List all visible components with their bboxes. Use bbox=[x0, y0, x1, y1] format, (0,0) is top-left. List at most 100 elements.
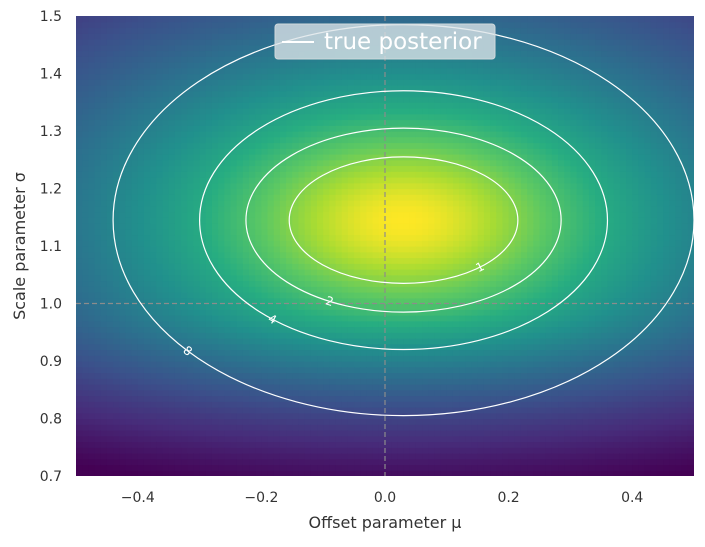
heatmap-cell bbox=[310, 96, 318, 103]
heatmap-cell bbox=[187, 251, 195, 259]
heatmap-cell bbox=[125, 453, 133, 460]
heatmap-cell bbox=[150, 131, 157, 138]
heatmap-cell bbox=[372, 73, 380, 80]
heatmap-cell bbox=[335, 228, 343, 236]
heatmap-cell bbox=[403, 194, 411, 201]
heatmap-cell bbox=[267, 326, 275, 333]
heatmap-cell bbox=[440, 309, 448, 316]
heatmap-cell bbox=[366, 401, 374, 408]
heatmap-cell bbox=[329, 430, 337, 437]
heatmap-cell bbox=[113, 67, 120, 75]
heatmap-cell bbox=[224, 292, 232, 299]
heatmap-cell bbox=[452, 447, 460, 454]
heatmap-cell bbox=[446, 16, 454, 23]
heatmap-cell bbox=[193, 240, 201, 247]
heatmap-cell bbox=[193, 361, 201, 368]
heatmap-cell bbox=[403, 240, 411, 247]
heatmap-cell bbox=[261, 280, 269, 287]
heatmap-cell bbox=[187, 67, 195, 75]
heatmap-cell bbox=[94, 292, 102, 299]
heatmap-cell bbox=[279, 343, 287, 351]
heatmap-cell bbox=[218, 228, 225, 236]
heatmap-cell bbox=[162, 292, 170, 299]
heatmap-cell bbox=[317, 240, 324, 247]
heatmap-cell bbox=[391, 361, 398, 368]
heatmap-cell bbox=[187, 73, 195, 80]
heatmap-cell bbox=[422, 263, 429, 270]
heatmap-cell bbox=[298, 67, 306, 75]
heatmap-cell bbox=[267, 131, 275, 138]
heatmap-cell bbox=[452, 320, 460, 328]
heatmap-cell bbox=[329, 113, 337, 121]
heatmap-cell bbox=[366, 159, 374, 167]
heatmap-cell bbox=[366, 16, 374, 23]
heatmap-cell bbox=[150, 274, 157, 282]
heatmap-cell bbox=[94, 96, 102, 103]
heatmap-cell bbox=[304, 159, 312, 167]
heatmap-cell bbox=[261, 85, 269, 92]
heatmap-cell bbox=[156, 234, 164, 241]
heatmap-cell bbox=[434, 205, 442, 213]
heatmap-cell bbox=[106, 44, 114, 52]
heatmap-cell bbox=[100, 90, 108, 98]
heatmap-cell bbox=[397, 315, 405, 322]
heatmap-cell bbox=[156, 142, 164, 149]
heatmap-cell bbox=[446, 96, 454, 103]
heatmap-cell bbox=[366, 384, 374, 391]
heatmap-cell bbox=[174, 234, 182, 241]
heatmap-cell bbox=[323, 384, 330, 391]
heatmap-cell bbox=[267, 125, 275, 132]
heatmap-cell bbox=[230, 56, 238, 63]
heatmap-cell bbox=[199, 332, 207, 339]
heatmap-cell bbox=[267, 395, 275, 402]
heatmap-cell bbox=[82, 355, 89, 362]
heatmap-cell bbox=[360, 223, 368, 230]
heatmap-cell bbox=[106, 142, 114, 149]
heatmap-cell bbox=[341, 464, 349, 471]
heatmap-cell bbox=[286, 274, 293, 282]
heatmap-cell bbox=[187, 274, 195, 282]
heatmap-cell bbox=[273, 200, 281, 207]
heatmap-cell bbox=[267, 292, 275, 299]
heatmap-cell bbox=[279, 205, 287, 213]
heatmap-cell bbox=[119, 326, 127, 333]
heatmap-cell bbox=[298, 217, 306, 224]
heatmap-cell bbox=[440, 90, 448, 98]
heatmap-cell bbox=[162, 90, 170, 98]
heatmap-cell bbox=[366, 62, 374, 69]
heatmap-cell bbox=[434, 447, 442, 454]
heatmap-cell bbox=[82, 223, 89, 230]
heatmap-cell bbox=[113, 355, 120, 362]
heatmap-cell bbox=[125, 297, 133, 305]
heatmap-cell bbox=[199, 113, 207, 121]
heatmap-cell bbox=[218, 148, 225, 155]
heatmap-cell bbox=[459, 297, 466, 305]
heatmap-cell bbox=[82, 50, 89, 57]
heatmap-cell bbox=[428, 263, 436, 270]
heatmap-cell bbox=[181, 96, 188, 103]
heatmap-cell bbox=[143, 338, 151, 345]
heatmap-cell bbox=[131, 102, 139, 109]
heatmap-cell bbox=[106, 85, 114, 92]
heatmap-cell bbox=[415, 90, 423, 98]
heatmap-cell bbox=[329, 240, 337, 247]
heatmap-cell bbox=[310, 257, 318, 264]
heatmap-cell bbox=[94, 142, 102, 149]
heatmap-cell bbox=[409, 228, 417, 236]
heatmap-cell bbox=[310, 90, 318, 98]
heatmap-cell bbox=[168, 441, 176, 448]
heatmap-cell bbox=[249, 194, 256, 201]
heatmap-cell bbox=[236, 395, 244, 402]
heatmap-cell bbox=[428, 96, 436, 103]
heatmap-cell bbox=[279, 269, 287, 276]
heatmap-cell bbox=[440, 154, 448, 161]
heatmap-cell bbox=[88, 62, 96, 69]
heatmap-cell bbox=[428, 228, 436, 236]
heatmap-cell bbox=[422, 223, 429, 230]
heatmap-cell bbox=[286, 292, 293, 299]
heatmap-cell bbox=[409, 90, 417, 98]
heatmap-cell bbox=[106, 401, 114, 408]
heatmap-cell bbox=[174, 125, 182, 132]
heatmap-cell bbox=[224, 67, 232, 75]
heatmap-cell bbox=[422, 67, 429, 75]
